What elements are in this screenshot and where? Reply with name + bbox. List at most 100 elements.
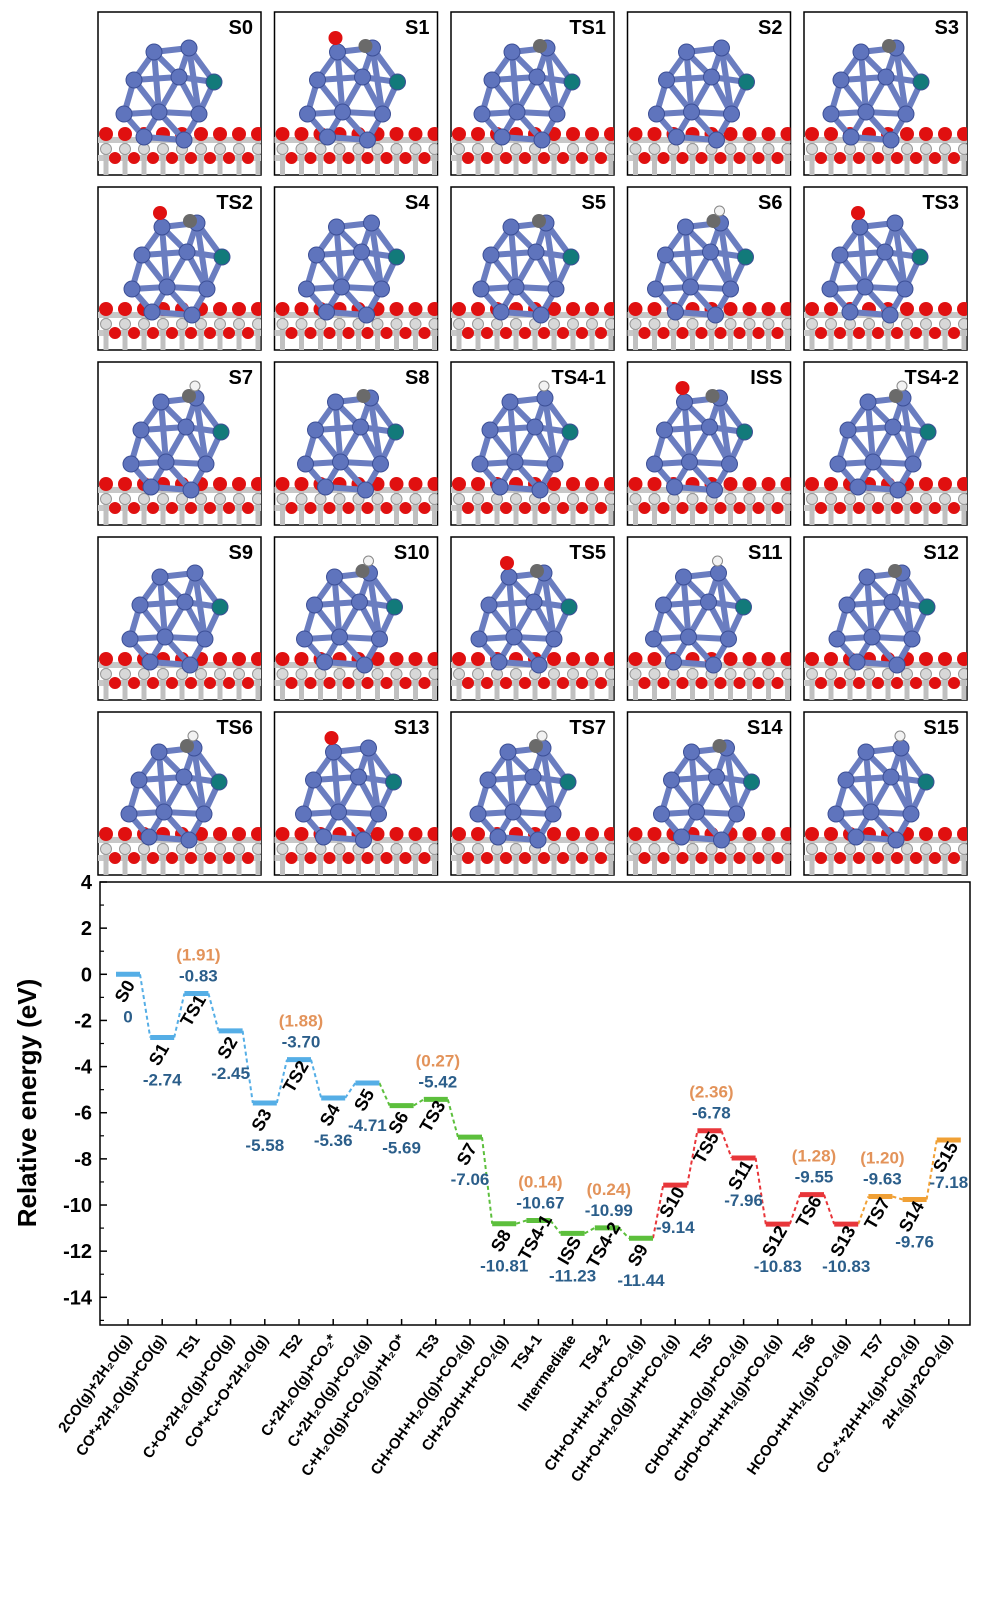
oxygen-atom xyxy=(910,502,922,514)
metal-atom xyxy=(253,144,264,155)
cluster-atom xyxy=(213,424,229,440)
oxygen-atom xyxy=(604,827,618,841)
oxygen-atom xyxy=(390,127,404,141)
oxygen-atom xyxy=(957,302,971,316)
cluster-atom xyxy=(883,769,899,785)
panel-label: S10 xyxy=(394,542,430,564)
oxygen-atom xyxy=(99,302,113,316)
metal-atom xyxy=(606,844,617,855)
state-label: TS3 xyxy=(416,1097,450,1136)
metal-atom xyxy=(959,144,970,155)
metal-atom xyxy=(101,144,112,155)
oxygen-atom xyxy=(251,302,265,316)
oxygen-atom xyxy=(118,302,132,316)
oxygen-atom xyxy=(213,302,227,316)
metal-atom xyxy=(454,319,465,330)
hydrogen-atom xyxy=(537,731,547,741)
panel-label: S11 xyxy=(748,542,782,564)
oxygen-atom xyxy=(929,677,941,689)
oxygen-atom xyxy=(213,477,227,491)
oxygen-atom xyxy=(753,327,765,339)
metal-atom xyxy=(807,319,818,330)
barrier-label: (1.88) xyxy=(279,1012,323,1031)
oxygen-atom xyxy=(519,502,531,514)
metal-atom xyxy=(940,844,951,855)
metal-atom xyxy=(196,669,207,680)
cluster-atom xyxy=(133,422,149,438)
energy-label: -2.74 xyxy=(143,1071,182,1090)
structure-panel: S7 xyxy=(98,362,273,525)
metal-atom xyxy=(120,494,131,505)
metal-atom xyxy=(410,494,421,505)
cluster-atom xyxy=(151,744,167,760)
oxygen-atom xyxy=(762,477,776,491)
metal-atom xyxy=(807,844,818,855)
cluster-atom xyxy=(491,654,507,670)
oxygen-atom xyxy=(948,677,960,689)
oxygen-atom xyxy=(305,677,317,689)
energy-label: -5.69 xyxy=(382,1139,421,1158)
oxygen-atom xyxy=(500,852,512,864)
cluster-atom xyxy=(823,106,839,122)
oxygen-atom xyxy=(128,152,140,164)
connector xyxy=(345,1083,355,1098)
y-tick-label: -8 xyxy=(74,1149,92,1171)
x-tick-label: TS6 xyxy=(790,1332,820,1364)
panel-label: TS5 xyxy=(569,542,606,564)
oxygen-atom xyxy=(872,677,884,689)
structure-panel: S10 xyxy=(275,537,450,700)
metal-atom xyxy=(826,669,837,680)
oxygen-atom xyxy=(481,677,493,689)
cluster-atom xyxy=(702,419,718,435)
metal-atom xyxy=(606,144,617,155)
cluster-atom xyxy=(918,774,934,790)
oxygen-atom xyxy=(324,502,336,514)
oxygen-atom xyxy=(109,677,121,689)
metal-atom xyxy=(763,669,774,680)
oxygen-atom xyxy=(967,152,979,164)
cluster-atom xyxy=(387,599,403,615)
cluster-atom xyxy=(474,106,490,122)
state-label: S6 xyxy=(384,1108,412,1137)
oxygen-atom xyxy=(772,502,784,514)
oxygen-atom xyxy=(853,327,865,339)
oxygen-atom xyxy=(223,152,235,164)
oxygen-atom xyxy=(419,677,431,689)
cluster-atom xyxy=(534,132,550,148)
metal-atom xyxy=(549,669,560,680)
oxygen-atom xyxy=(715,677,727,689)
cluster-atom xyxy=(316,829,332,845)
panel-label: S4 xyxy=(405,192,430,214)
metal-atom xyxy=(315,144,326,155)
oxygen-atom xyxy=(629,652,643,666)
oxygen-atom xyxy=(362,677,374,689)
oxygen-atom xyxy=(891,502,903,514)
metal-atom xyxy=(511,669,522,680)
oxygen-atom xyxy=(614,327,626,339)
cluster-atom xyxy=(707,482,723,498)
oxygen-atom xyxy=(781,127,795,141)
state-label: TS4-1 xyxy=(514,1211,556,1263)
metal-atom xyxy=(630,844,641,855)
metal-atom xyxy=(940,144,951,155)
connector xyxy=(892,1196,902,1199)
oxygen-atom xyxy=(232,302,246,316)
structure-panel: S3 xyxy=(804,12,979,175)
cluster-atom xyxy=(744,774,760,790)
cluster-atom xyxy=(654,806,670,822)
oxygen-atom xyxy=(500,152,512,164)
oxygen-atom xyxy=(481,852,493,864)
oxygen-atom xyxy=(419,152,431,164)
metal-atom xyxy=(215,669,226,680)
metal-atom xyxy=(568,844,579,855)
cluster-atom xyxy=(183,482,199,498)
cluster-atom xyxy=(319,304,335,320)
metal-atom xyxy=(215,844,226,855)
oxygen-atom xyxy=(595,677,607,689)
oxygen-atom xyxy=(286,677,298,689)
oxygen-atom xyxy=(834,152,846,164)
oxygen-atom xyxy=(185,852,197,864)
cluster-atom xyxy=(920,424,936,440)
cluster-atom xyxy=(526,594,542,610)
oxygen-atom xyxy=(438,327,450,339)
